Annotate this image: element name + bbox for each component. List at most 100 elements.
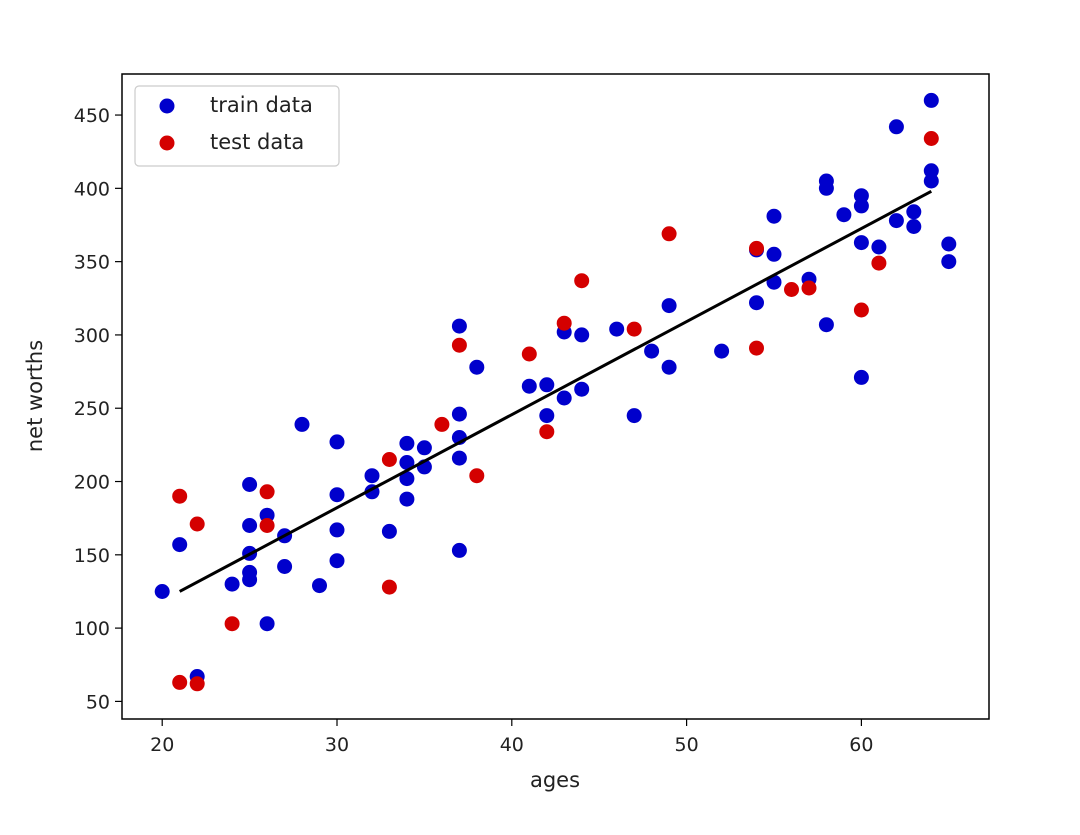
train-point: [766, 246, 782, 262]
x-tick-label: 60: [849, 734, 873, 756]
train-point: [923, 92, 939, 108]
train-point: [853, 369, 869, 385]
train-point: [574, 327, 590, 343]
train-point: [766, 208, 782, 224]
train-point: [172, 537, 188, 553]
x-axis-title: ages: [530, 768, 580, 792]
y-tick-label: 100: [74, 618, 110, 640]
legend-label-train: train data: [210, 93, 313, 117]
y-axis-title: net worths: [23, 340, 47, 452]
y-tick-label: 400: [74, 178, 110, 200]
train-point: [661, 298, 677, 314]
test-point: [189, 676, 205, 692]
train-point: [539, 408, 555, 424]
test-point: [381, 452, 397, 467]
test-point: [574, 273, 590, 289]
test-point: [172, 674, 188, 690]
train-point: [853, 235, 869, 251]
test-point: [749, 340, 764, 356]
y-tick-label: 150: [74, 545, 110, 567]
train-point: [836, 207, 852, 223]
train-point: [294, 416, 310, 432]
legend-box: [134, 85, 340, 167]
test-point: [871, 255, 887, 271]
regression-line: [178, 189, 933, 593]
y-axis: 50 100 150 200 250 300 350 400 450: [74, 105, 122, 713]
train-point: [661, 359, 677, 375]
train-point: [451, 406, 467, 422]
train-point: [469, 359, 485, 375]
test-point: [749, 240, 764, 256]
train-point: [539, 377, 555, 393]
legend-swatch-train: [159, 98, 175, 114]
train-point: [853, 198, 869, 214]
x-tick-label: 50: [675, 734, 699, 756]
test-point: [451, 337, 467, 353]
train-point: [609, 321, 625, 337]
y-tick-label: 200: [74, 472, 110, 494]
test-point: [853, 302, 869, 318]
test-point: [259, 484, 275, 500]
train-point: [871, 239, 887, 255]
test-point: [626, 321, 642, 337]
test-point: [224, 616, 240, 632]
test-point: [556, 315, 572, 331]
legend: train data test data: [134, 85, 340, 167]
y-tick-label: 250: [74, 398, 110, 420]
x-tick-label: 40: [500, 734, 524, 756]
test-point: [801, 280, 817, 296]
train-point: [399, 455, 415, 470]
train-point: [329, 553, 345, 569]
train-point: [941, 236, 957, 252]
train-point: [923, 173, 939, 189]
train-point: [242, 572, 258, 588]
train-point: [416, 440, 432, 456]
x-axis: 20 30 40 50 60: [150, 719, 873, 756]
test-point: [381, 579, 397, 595]
train-point: [329, 487, 345, 503]
train-point: [906, 219, 922, 234]
train-point: [556, 390, 572, 406]
y-tick-label: 350: [74, 252, 110, 274]
legend-label-test: test data: [210, 130, 304, 154]
train-point: [242, 477, 258, 492]
train-point: [521, 378, 537, 394]
y-tick-label: 300: [74, 325, 110, 347]
test-point: [189, 516, 205, 532]
train-point: [818, 317, 834, 333]
test-point: [661, 226, 677, 242]
train-point: [644, 343, 660, 359]
train-point: [242, 518, 258, 533]
train-point: [626, 408, 642, 424]
train-point: [451, 450, 467, 466]
train-point: [399, 435, 415, 451]
train-point: [224, 576, 240, 592]
train-point: [451, 318, 467, 334]
x-tick-label: 30: [325, 734, 349, 756]
test-point: [434, 416, 450, 432]
train-point: [399, 491, 415, 507]
train-point: [888, 213, 904, 229]
legend-swatch-test: [159, 135, 175, 151]
train-point: [364, 468, 380, 484]
series-test-data: [172, 131, 939, 692]
test-point: [539, 424, 555, 440]
train-point: [714, 343, 730, 359]
train-point: [749, 295, 764, 311]
train-point: [818, 180, 834, 196]
train-point: [329, 434, 345, 450]
plot-data-layer: [154, 92, 957, 692]
y-tick-label: 450: [74, 105, 110, 127]
train-point: [906, 204, 922, 220]
test-point: [259, 518, 275, 533]
series-train-data: [154, 92, 957, 684]
y-tick-label: 50: [86, 691, 110, 713]
plot-frame: [121, 73, 990, 720]
train-point: [259, 507, 275, 523]
test-point: [469, 468, 485, 484]
train-point: [941, 254, 957, 270]
train-point: [277, 559, 293, 574]
train-point: [399, 471, 415, 487]
test-point: [172, 488, 188, 504]
